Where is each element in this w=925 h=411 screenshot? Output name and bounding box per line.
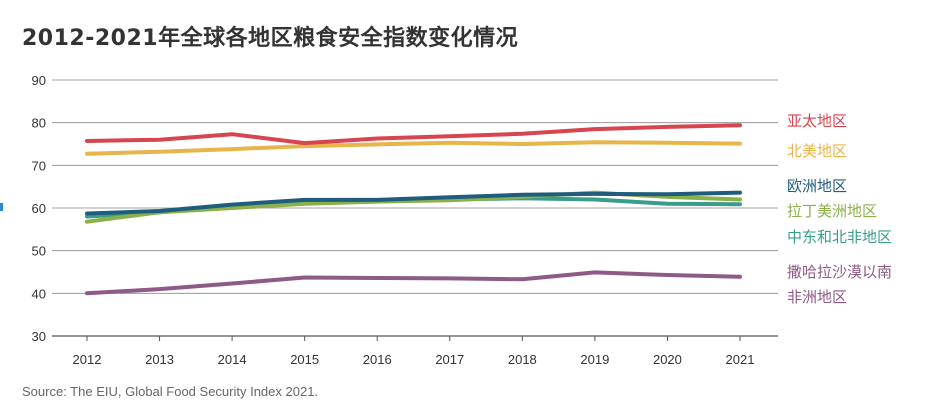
legend-entry: 中东和北非地区 bbox=[787, 228, 892, 246]
y-tick-label: 80 bbox=[32, 116, 46, 131]
y-tick-label: 50 bbox=[32, 244, 46, 259]
legend-label: 拉丁美洲地区 bbox=[787, 202, 877, 220]
x-tick-label: 2021 bbox=[726, 352, 755, 367]
legend-label: 亚太地区 bbox=[787, 112, 847, 130]
x-tick-label: 2019 bbox=[580, 352, 609, 367]
y-tick-label: 90 bbox=[32, 73, 46, 88]
x-tick-label: 2012 bbox=[73, 352, 102, 367]
x-tick-label: 2018 bbox=[508, 352, 537, 367]
x-tick-label: 2014 bbox=[218, 352, 247, 367]
x-tick-label: 2016 bbox=[363, 352, 392, 367]
legend-entry: 欧洲地区 bbox=[787, 177, 847, 195]
side-marker bbox=[0, 203, 3, 211]
legend-label: 中东和北非地区 bbox=[787, 228, 892, 246]
legend-label: 北美地区 bbox=[787, 142, 847, 160]
legend-entry: 拉丁美洲地区 bbox=[787, 202, 877, 220]
x-tick-label: 2017 bbox=[435, 352, 464, 367]
legend-entry: 亚太地区 bbox=[787, 112, 847, 130]
y-tick-label: 30 bbox=[32, 329, 46, 344]
y-tick-label: 70 bbox=[32, 158, 46, 173]
chart-title: 2012-2021年全球各地区粮食安全指数变化情况 bbox=[22, 26, 519, 51]
x-tick-label: 2020 bbox=[653, 352, 682, 367]
series-line bbox=[85, 123, 742, 146]
legend-entry: 北美地区 bbox=[787, 142, 847, 160]
series-line bbox=[85, 140, 742, 156]
x-tick-label: 2015 bbox=[290, 352, 319, 367]
series-line bbox=[85, 190, 742, 216]
source-note: Source: The EIU, Global Food Security In… bbox=[22, 384, 319, 399]
x-tick-label: 2013 bbox=[145, 352, 174, 367]
series-line bbox=[85, 270, 742, 296]
legend-label: 撒哈拉沙漠以南 bbox=[787, 263, 892, 281]
legend-label: 欧洲地区 bbox=[787, 177, 847, 195]
y-tick-label: 60 bbox=[32, 201, 46, 216]
legend-label: 非洲地区 bbox=[787, 288, 847, 306]
y-tick-label: 40 bbox=[32, 286, 46, 301]
